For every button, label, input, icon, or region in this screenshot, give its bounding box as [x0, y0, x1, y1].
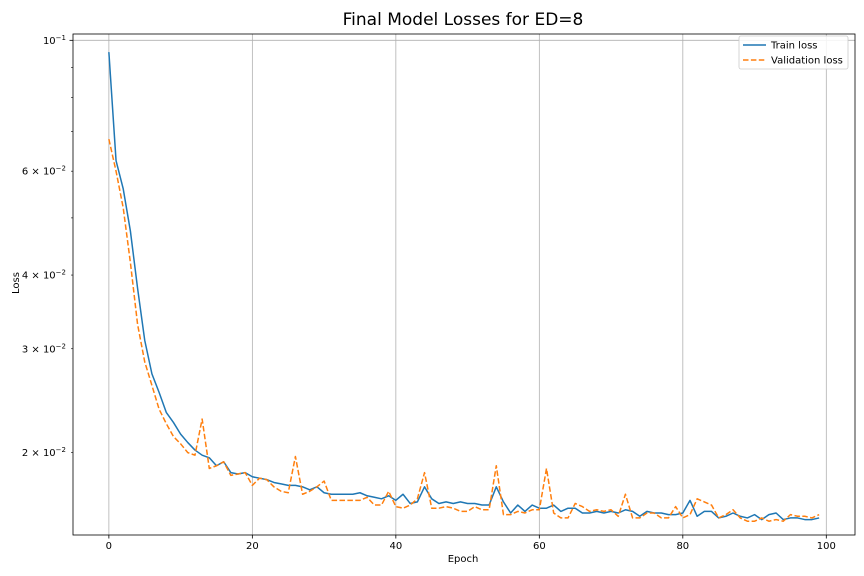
x-tick-label: 100 [817, 541, 836, 552]
x-tick-label: 20 [246, 541, 259, 552]
y-axis: 10−1 6 × 10−2 4 × 10−2 3 × 10−2 2 × 10−2 [22, 34, 73, 459]
grid-layer [73, 34, 855, 535]
legend: Train loss Validation loss [738, 35, 849, 70]
legend-label-validation: Validation loss [771, 56, 843, 67]
legend-box [738, 35, 849, 70]
y-tick-label: 6 × 10−2 [22, 165, 66, 178]
x-tick-label: 60 [533, 541, 546, 552]
y-axis-label: Loss [11, 272, 22, 294]
legend-label-train: Train loss [770, 41, 818, 52]
series-layer [108, 52, 820, 522]
x-tick-label: 0 [106, 541, 112, 552]
y-tick-label: 2 × 10−2 [22, 446, 66, 459]
x-axis: 0 20 40 60 80 100 [106, 535, 836, 552]
y-tick-label: 4 × 10−2 [22, 269, 66, 282]
x-tick-label: 40 [389, 541, 402, 552]
plot-frame [72, 33, 856, 536]
chart-title: Final Model Losses for ED=8 [343, 10, 584, 30]
y-tick-label: 10−1 [43, 34, 66, 47]
x-axis-label: Epoch [448, 554, 479, 565]
y-tick-label: 3 × 10−2 [22, 342, 66, 355]
x-tick-label: 80 [676, 541, 689, 552]
series-line-validation [108, 138, 820, 522]
